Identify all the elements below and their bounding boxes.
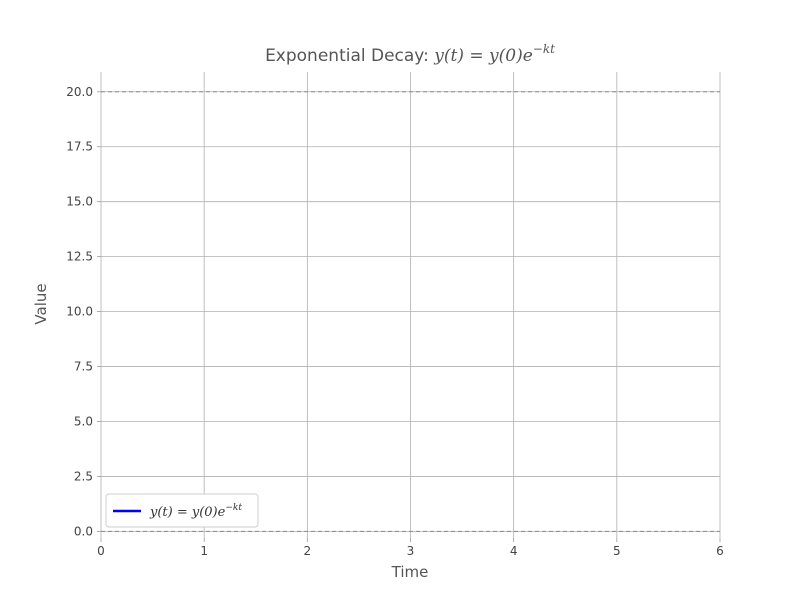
x-tick-label: 0: [97, 544, 105, 558]
reference-lines: [101, 91, 720, 532]
grid: [100, 72, 721, 538]
y-tick-label: 15.0: [66, 195, 93, 209]
y-tick-label: 10.0: [66, 305, 93, 319]
plot-area: 0 1 2 3 4 5 6 0.0 2.5 5.0 7.5 10.0 12.5 15.0 17.5 20.0: [66, 72, 724, 558]
y-tick-label: 20.0: [66, 85, 93, 99]
y-tick-label: 2.5: [74, 469, 93, 483]
y-tick-label: 7.5: [74, 360, 93, 374]
y-axis-label: Value: [32, 283, 50, 324]
x-tick-label: 6: [716, 544, 724, 558]
y-tick-label: 5.0: [74, 415, 93, 429]
legend-box: [105, 493, 259, 528]
x-axis-label: Time: [391, 563, 429, 581]
legend-entry-formula: y(t) = y(0)e: [149, 505, 226, 520]
chart-title-formula: y(t) = y(0)e: [433, 46, 533, 66]
legend-entry-label: y(t) = y(0)e−kt: [149, 503, 242, 520]
ticks: 0 1 2 3 4 5 6 0.0 2.5 5.0 7.5 10.0 12.5 15.0 17.5 20.0: [66, 85, 724, 558]
x-tick-label: 4: [510, 544, 518, 558]
chart-title: Exponential Decay: y(t) = y(0)e−kt: [265, 42, 555, 66]
chart-title-prefix: Exponential Decay:: [265, 46, 434, 66]
y-tick-label: 17.5: [66, 140, 93, 154]
legend-entry-exponent: −kt: [225, 503, 242, 513]
chart-title-exponent: −kt: [533, 42, 555, 56]
x-tick-label: 3: [407, 544, 415, 558]
y-tick-label: 0.0: [74, 524, 93, 538]
x-tick-label: 5: [613, 544, 621, 558]
y-tick-label: 12.5: [66, 250, 93, 264]
x-tick-label: 2: [304, 544, 312, 558]
x-tick-label: 1: [200, 544, 208, 558]
legend: y(t) = y(0)e−kt: [105, 493, 259, 528]
